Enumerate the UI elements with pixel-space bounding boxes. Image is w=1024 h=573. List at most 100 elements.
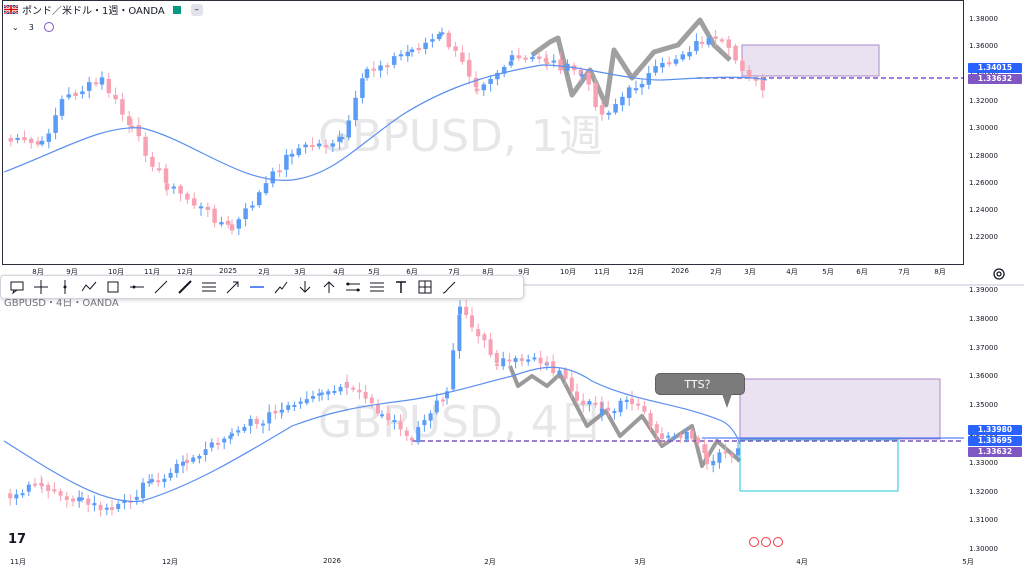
candle-body [593, 82, 598, 108]
candle-body [93, 82, 99, 85]
bottom-price-scale[interactable]: 1.390001.380001.370001.360001.350001.340… [965, 286, 1024, 553]
candle-body [80, 497, 84, 500]
bottom-candlesticks [8, 299, 740, 517]
candle-body [736, 448, 740, 456]
candle-body [460, 52, 465, 62]
measure-icon[interactable] [413, 276, 437, 298]
time-axis-label: 12月 [162, 558, 178, 566]
bottom-time-scale[interactable]: 11月 12月 2026 2月 3月 4月 5月 [2, 557, 974, 571]
candle-body [746, 69, 752, 79]
candle-body [660, 433, 664, 440]
candle-body [581, 400, 586, 405]
top-chart-canvas[interactable] [2, 0, 964, 265]
date-range-icon[interactable] [365, 276, 389, 298]
brush-icon[interactable] [437, 276, 461, 298]
candle-body [203, 449, 208, 456]
top-time-scale[interactable]: 8月 9月 10月 11月 12月 2025 2月 3月 4月 5月 6月 7月 8月 9月 10月 11月 1… [2, 267, 964, 281]
candle-body [150, 156, 155, 167]
crosshair-icon[interactable] [29, 276, 53, 298]
candle-body [526, 359, 531, 362]
candle-body [284, 154, 289, 170]
time-axis-label: 2月 [258, 268, 270, 276]
candle-body [579, 74, 585, 77]
candle-body [391, 56, 397, 65]
candle-body [337, 136, 342, 142]
candle-body [378, 65, 383, 71]
candle-body [613, 103, 618, 113]
candle-body [369, 397, 374, 404]
top-symbol-title[interactable]: ポンド／米ドル・1週・OANDA [22, 6, 165, 17]
collapse-icon[interactable]: – [190, 3, 203, 16]
candle-body [753, 78, 759, 81]
candle-body [466, 59, 472, 77]
time-axis-label: 6月 [856, 268, 868, 276]
time-axis-label: 10月 [560, 268, 576, 276]
event-flag-icon[interactable] [761, 537, 771, 547]
event-flag-icon[interactable] [749, 537, 759, 547]
candle-body [106, 78, 112, 94]
sync-icon[interactable] [43, 22, 54, 32]
top-zigzag-drawing[interactable] [530, 17, 732, 108]
candle-body [39, 483, 44, 486]
candle-body [699, 41, 705, 44]
bottom-symbol-title[interactable]: GBPUSD・4日・OANDA [4, 298, 119, 309]
arrow-icon[interactable] [221, 276, 245, 298]
arrow-down-icon[interactable] [293, 276, 317, 298]
four-day-chart-panel[interactable]: GBPUSD, 4日 GBPUSD・4日・OANDA 1.39000 1.3800… [0, 286, 1024, 573]
candle-body [639, 83, 645, 88]
time-axis-label: 7月 [448, 268, 460, 276]
bottom-zigzag-drawing[interactable] [508, 365, 742, 468]
gear-icon[interactable] [992, 267, 1006, 281]
price-range-icon[interactable] [341, 276, 365, 298]
market-status-icon [172, 5, 181, 14]
candle-body [35, 141, 41, 145]
candle-body [15, 137, 20, 140]
arrow-up-icon[interactable] [317, 276, 341, 298]
candle-body [66, 94, 72, 98]
candle-body [606, 112, 612, 115]
tradingview-logo[interactable]: 17 [8, 532, 27, 547]
candle-body [409, 49, 415, 52]
candle-body [563, 369, 568, 379]
candle-body [620, 96, 625, 106]
weekly-chart-panel[interactable]: GBPUSD, 1週 ポンド／米ドル・1週・OANDA – ⌄ 3 1.3800… [0, 0, 1024, 285]
candle-body [346, 120, 352, 138]
path-icon[interactable] [269, 276, 293, 298]
rectangle-icon[interactable] [101, 276, 125, 298]
top-candlesticks [8, 27, 766, 236]
comment-icon[interactable] [5, 276, 29, 298]
candle-body [687, 51, 692, 57]
trend-line-icon[interactable] [149, 276, 173, 298]
text-icon[interactable] [389, 276, 413, 298]
candle-body [481, 84, 487, 91]
candle-body [110, 507, 114, 510]
top-price-scale[interactable]: 1.38000 1.36000 1.34000 1.32000 1.30000 1.280… [965, 0, 1024, 265]
candle-body [633, 88, 639, 91]
bottom-chart-canvas[interactable] [2, 286, 964, 546]
candle-body [77, 497, 82, 502]
candle-body [516, 55, 522, 59]
top-resistance-zone[interactable] [741, 44, 880, 77]
candle-body [326, 391, 331, 395]
horizontal-line-icon[interactable] [245, 276, 269, 298]
candle-body [236, 430, 241, 433]
price-tick-label: 1.30000 [969, 545, 998, 554]
info-line-icon[interactable] [173, 276, 197, 298]
zigzag-icon[interactable] [77, 276, 101, 298]
candle-body [392, 420, 397, 423]
candle-body [543, 58, 549, 62]
bottom-target-rectangle[interactable] [739, 439, 899, 492]
bottom-resistance-zone[interactable] [739, 378, 941, 440]
candle-body [599, 105, 605, 115]
candle-body [8, 493, 13, 499]
horizontal-ray-icon[interactable] [125, 276, 149, 298]
time-axis-label: 2月 [710, 268, 722, 276]
vertical-line-icon[interactable] [53, 276, 77, 298]
price-tick-label: 1.32000 [969, 487, 998, 496]
parallel-channel-icon[interactable] [197, 276, 221, 298]
candle-body [740, 60, 745, 71]
event-flag-icon[interactable] [773, 537, 783, 547]
tts-callout[interactable]: TTS？ [655, 373, 745, 395]
candle-body [376, 404, 380, 414]
chevron-down-icon[interactable]: ⌄ [12, 22, 19, 32]
